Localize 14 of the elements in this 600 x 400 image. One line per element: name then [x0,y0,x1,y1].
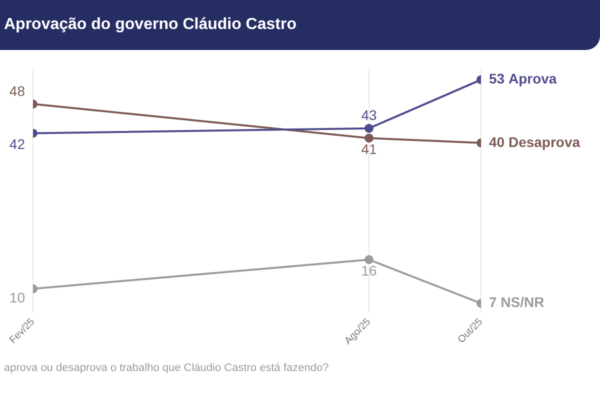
data-label: 40 [489,134,505,150]
data-label: 53 [489,70,505,87]
data-label: 41 [361,140,377,157]
series-label: NS/NR [500,294,544,310]
data-label: 48 [9,82,26,99]
data-label: 10 [9,290,26,306]
series-label: Aprova [508,70,557,87]
data-label: 42 [9,136,26,152]
chart-title: Aprovação do governo Cláudio Castro [4,16,296,34]
series-label: Desaprova [508,134,580,150]
data-label: 43 [361,107,377,124]
text: aprova ou desaprova o trabalho que Cláudio Castro está fazendo? [4,362,329,374]
data-label: 7 [489,294,497,310]
data-label: 16 [361,262,377,278]
